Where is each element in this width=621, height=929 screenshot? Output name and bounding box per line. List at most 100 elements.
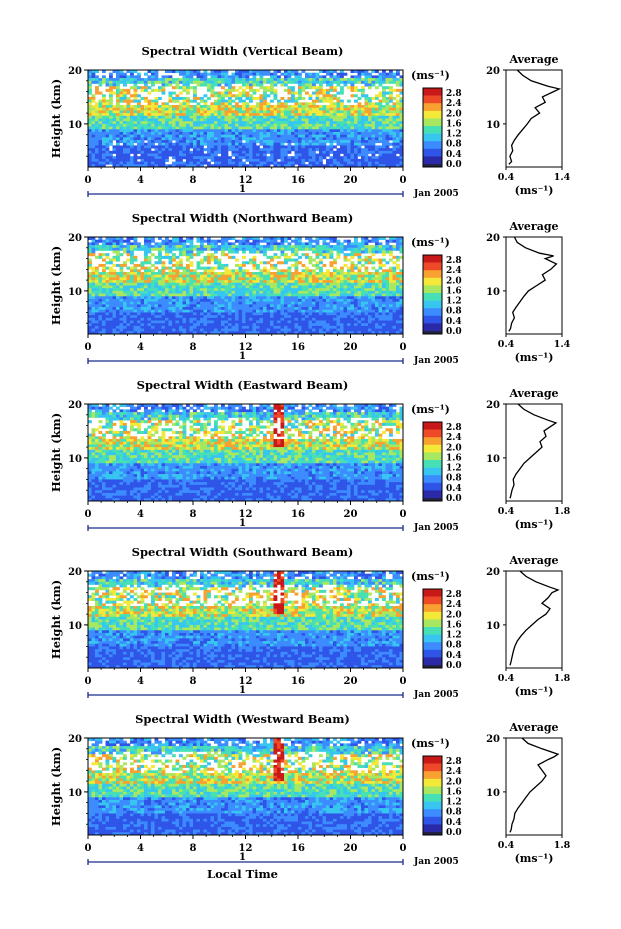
heatmap-cell xyxy=(270,156,274,160)
heatmap-cell xyxy=(238,137,243,141)
heatmap-cell xyxy=(242,107,246,111)
heatmap-cell xyxy=(109,247,113,251)
heatmap-cell xyxy=(266,121,271,125)
heatmap-cell xyxy=(273,296,278,300)
heatmap-cell xyxy=(315,296,320,300)
heatmap-cell xyxy=(207,113,211,117)
heatmap-cell xyxy=(105,298,110,303)
heatmap-cell xyxy=(147,118,152,122)
heatmap-cell xyxy=(207,307,211,311)
heatmap-cell xyxy=(210,78,215,82)
heatmap-cell xyxy=(392,118,397,122)
heatmap-cell xyxy=(231,320,236,324)
heatmap-cell xyxy=(354,78,358,82)
heatmap-cell xyxy=(137,94,141,98)
heatmap-cell xyxy=(343,145,348,149)
heatmap-cell xyxy=(336,153,341,157)
heatmap-cell xyxy=(378,164,383,168)
heatmap-cell xyxy=(98,121,103,125)
heatmap-cell xyxy=(95,75,99,79)
heatmap-cell xyxy=(109,126,113,130)
heatmap-cell xyxy=(252,150,257,154)
heatmap-cell xyxy=(126,96,131,100)
heatmap-cell xyxy=(301,153,306,157)
heatmap-cell xyxy=(235,80,239,84)
heatmap-cell xyxy=(189,325,194,329)
heatmap-cell xyxy=(98,80,103,84)
heatmap-cell xyxy=(221,309,225,313)
heatmap-cell xyxy=(329,145,334,149)
heatmap-cell xyxy=(151,102,155,106)
heatmap-cell xyxy=(350,129,355,133)
heatmap-cell xyxy=(126,158,131,162)
heatmap-cell xyxy=(298,307,302,311)
heatmap-cell xyxy=(256,282,260,286)
heatmap-cell xyxy=(172,331,176,335)
heatmap-cell xyxy=(98,115,103,119)
heatmap-cell xyxy=(207,88,211,92)
heatmap-cell xyxy=(207,123,211,127)
heatmap-cell xyxy=(221,250,225,254)
heatmap-cell xyxy=(98,309,103,313)
heatmap-cell xyxy=(238,96,243,100)
heatmap-cell xyxy=(186,129,190,133)
heatmap-cell xyxy=(88,121,92,125)
heatmap-cell xyxy=(123,285,127,289)
heatmap-cell xyxy=(354,94,358,98)
heatmap-cell xyxy=(308,277,313,281)
heatmap-cell xyxy=(154,126,159,130)
heatmap-cell xyxy=(305,164,309,168)
heatmap-cell xyxy=(245,285,250,289)
heatmap-cell xyxy=(235,328,239,332)
heatmap-cell xyxy=(119,113,124,117)
heatmap-cell xyxy=(109,118,113,122)
heatmap-cell xyxy=(203,99,208,103)
heatmap-cell xyxy=(322,70,327,74)
heatmap-cell xyxy=(165,304,169,308)
heatmap-cell xyxy=(172,269,176,273)
heatmap-cell xyxy=(95,121,99,125)
heatmap-cell xyxy=(322,110,327,114)
heatmap-cell xyxy=(140,301,145,305)
heatmap-cell xyxy=(315,137,320,141)
heatmap-cell xyxy=(385,131,390,136)
heatmap-cell xyxy=(126,312,131,316)
heatmap-cell xyxy=(130,315,134,319)
heatmap-cell xyxy=(109,280,113,284)
heatmap-cell xyxy=(329,158,334,162)
heatmap-cell xyxy=(182,72,187,76)
heatmap-cell xyxy=(179,118,183,122)
heatmap-cell xyxy=(210,290,215,294)
heatmap-cell xyxy=(217,301,222,305)
heatmap-cell xyxy=(116,331,120,335)
heatmap-cell xyxy=(158,315,162,319)
heatmap-cell xyxy=(119,253,124,257)
heatmap-cell xyxy=(151,288,155,292)
heatmap-cell xyxy=(284,280,288,284)
heatmap-cell xyxy=(326,131,330,136)
heatmap-cell xyxy=(221,134,225,138)
heatmap-cell xyxy=(105,237,110,241)
heatmap-cell xyxy=(259,315,264,319)
heatmap-cell xyxy=(147,325,152,329)
heatmap-cell xyxy=(203,118,208,122)
heatmap-cell xyxy=(249,290,253,294)
heatmap-cell xyxy=(242,325,246,329)
heatmap-cell xyxy=(109,156,113,160)
heatmap-cell xyxy=(312,142,316,146)
heatmap-cell xyxy=(294,150,299,154)
heatmap-cell xyxy=(130,118,134,122)
heatmap-cell xyxy=(168,99,173,103)
heatmap-cell xyxy=(95,309,99,313)
heatmap-cell xyxy=(95,328,99,332)
heatmap-cell xyxy=(354,140,358,144)
heatmap-cell xyxy=(340,129,344,133)
heatmap-cell xyxy=(217,131,222,136)
heatmap-cell xyxy=(294,113,299,117)
heatmap-cell xyxy=(116,325,120,329)
heatmap-cell xyxy=(294,274,299,278)
heatmap-cell xyxy=(252,113,257,117)
heatmap-cell xyxy=(144,315,148,319)
heatmap-cell xyxy=(231,86,236,90)
heatmap-cell xyxy=(280,307,285,311)
